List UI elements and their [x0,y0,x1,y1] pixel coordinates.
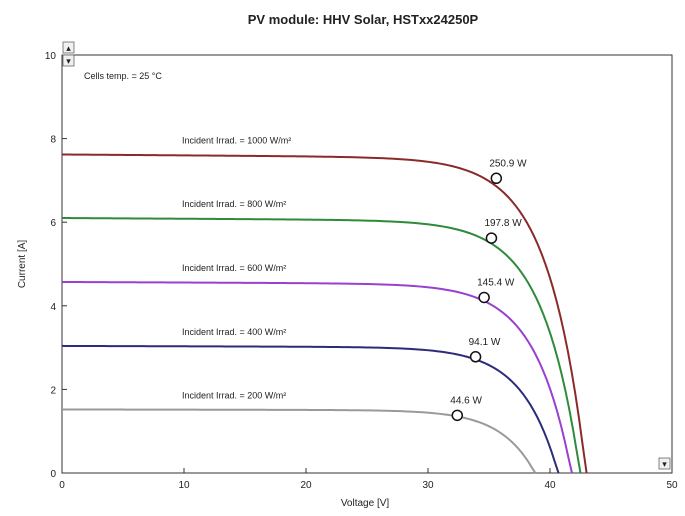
mpp-point [485,232,498,244]
y-tick-label: 10 [45,51,57,62]
chart-title: PV module: HHV Solar, HSTxx24250P [248,12,479,27]
series-name-label: Incident Irrad. = 600 W/m² [182,263,286,273]
scroll-down-button[interactable]: ▾ [62,54,75,67]
scroll-up-button[interactable]: ▴ [62,41,75,54]
y-tick-label: 0 [50,469,56,480]
x-tick-label: 20 [300,480,312,491]
x-tick-label: 50 [666,480,678,491]
x-tick-label: 40 [544,480,556,491]
x-tick-label: 0 [59,480,65,491]
cells-temp-annotation: Cells temp. = 25 °C [84,71,162,81]
y-tick-label: 2 [50,385,56,396]
mpp-point [469,351,482,363]
plot-area [61,54,673,474]
mpp-point [451,409,464,422]
series-lines [61,153,588,474]
x-tick-label: 10 [178,480,190,491]
scroll-corner-button[interactable]: ▾ [658,457,671,470]
series-line [61,153,588,474]
y-tick-label: 6 [50,218,56,229]
x-axis-label: Voltage [V] [341,498,390,509]
series-name-label: Incident Irrad. = 200 W/m² [182,390,286,400]
chevron-up-icon: ▴ [66,43,71,53]
series-name-label: Incident Irrad. = 800 W/m² [182,199,286,209]
power-label: 94.1 W [469,337,501,348]
mpp-point [478,291,490,304]
y-tick-label: 4 [50,302,56,313]
y-axis-label: Current [A] [17,240,28,289]
axis-ticks: 0 10 20 30 40 50 0 2 4 6 8 10 [45,51,678,491]
x-tick-label: 30 [422,480,434,491]
mpp-point [490,172,503,185]
series-name-label: Incident Irrad. = 1000 W/m² [182,135,291,145]
power-label: 44.6 W [450,395,482,406]
power-label: 250.9 W [489,158,527,169]
y-tick-label: 8 [50,135,56,146]
series-name-label: Incident Irrad. = 400 W/m² [182,327,286,337]
power-label: 145.4 W [477,277,515,288]
chevron-down-icon: ▾ [662,459,667,469]
power-label: 197.8 W [484,218,522,229]
chevron-down-icon: ▾ [66,56,71,66]
series-labels: Incident Irrad. = 1000 W/m² 250.9 W Incide… [182,135,527,406]
series-line [61,217,582,474]
